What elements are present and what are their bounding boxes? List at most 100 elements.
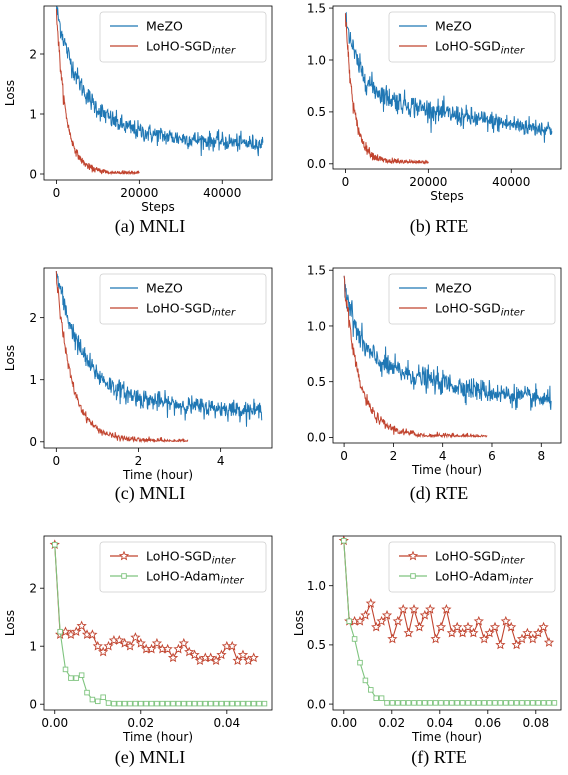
data-point-square (116, 700, 123, 707)
y-tick-label: 1 (29, 107, 37, 121)
panel-caption: (e) MNLI (115, 747, 185, 768)
data-point-square (389, 700, 396, 706)
plot-frame (332, 5, 562, 170)
legend-marker-star (407, 550, 419, 561)
y-tick-label: 0.0 (307, 697, 326, 711)
legend-label-subscript: inter (212, 46, 236, 57)
data-point-star (237, 649, 249, 660)
data-point-star (430, 633, 441, 644)
data-point-square (143, 700, 149, 707)
x-axis-label: Time (hour) (411, 463, 482, 477)
data-point-square (362, 677, 369, 684)
data-point-square (481, 700, 487, 706)
legend-label-mezo: MeZO (146, 281, 183, 296)
panel-caption: (f) RTE (411, 747, 466, 768)
data-point-star (511, 639, 522, 650)
legend-label-main: MeZO (435, 19, 472, 34)
data-point-square (497, 700, 504, 706)
data-point-star (87, 629, 98, 639)
x-tick-label: 2 (390, 449, 398, 463)
data-point-star (354, 615, 366, 626)
x-axis-label: Time (hour) (122, 730, 193, 744)
data-point-star (403, 627, 414, 638)
data-point-square (530, 700, 536, 706)
data-point-star (376, 615, 387, 626)
data-point-star (387, 633, 398, 644)
data-point-square (234, 700, 241, 707)
data-point-star (468, 627, 479, 638)
x-tick-label: 0 (53, 186, 61, 200)
series-line-loho_sgd (343, 275, 488, 439)
data-point-star (452, 621, 463, 632)
data-point-square (164, 700, 171, 707)
legend-label-mezo: MeZO (435, 281, 472, 296)
data-point-star (516, 633, 528, 644)
data-point-square (250, 700, 257, 707)
y-tick-label: 0 (29, 698, 37, 712)
y-tick-label: 1.0 (307, 579, 326, 593)
data-point-square (378, 695, 385, 701)
data-point-star (489, 621, 501, 632)
data-point-square (229, 700, 235, 707)
legend-box (388, 273, 556, 325)
data-point-star (151, 637, 163, 648)
data-point-star (543, 637, 555, 647)
y-tick-label: 1.5 (307, 264, 326, 278)
x-axis-label: Steps (141, 200, 175, 214)
y-tick-label: 1 (29, 373, 37, 387)
data-point-square (181, 700, 187, 707)
data-point-star (178, 637, 189, 648)
data-point-square (127, 700, 133, 707)
x-tick-label: 8 (537, 449, 545, 463)
data-point-square (438, 700, 444, 706)
data-point-square (170, 700, 176, 707)
panel-caption: (d) RTE (410, 483, 468, 504)
legend-marker-star (118, 550, 130, 561)
x-tick-label: 0 (340, 449, 348, 463)
data-point-star (173, 643, 184, 654)
data-point-star (248, 652, 259, 663)
x-axis-label: Time (hour) (411, 730, 482, 744)
legend-label-loho_sgd: LoHO-SGDinter (435, 39, 525, 57)
legend-label-main: LoHO-Adam (435, 569, 509, 584)
data-point-square (256, 700, 262, 707)
data-point-square (546, 700, 552, 706)
data-point-star (500, 615, 511, 626)
x-tick-label: 0.04 (213, 716, 240, 730)
data-point-square (524, 700, 531, 706)
data-point-star (522, 627, 533, 638)
series-line-loho_sgd (55, 8, 140, 176)
data-point-square (175, 700, 182, 707)
data-point-square (154, 700, 160, 707)
data-point-square (62, 666, 69, 673)
legend-marker-square (410, 573, 416, 579)
data-point-square (191, 700, 198, 707)
legend-label-loho_adam: LoHO-Adaminter (146, 569, 245, 587)
legend-box (388, 11, 556, 63)
data-point-star (162, 643, 173, 654)
legend-label-main: LoHO-SGD (146, 301, 212, 316)
data-point-square (89, 696, 96, 703)
data-point-square (535, 700, 541, 706)
data-point-star (98, 646, 109, 657)
chart-panel-a: 0 20000 40000 0 1 2 Steps Loss MeZO LoHO-SGDinter… (3, 5, 273, 237)
x-tick-label: 40000 (492, 175, 530, 189)
y-tick-label: 1.0 (307, 53, 326, 67)
data-point-star (419, 609, 430, 620)
data-point-square (84, 689, 90, 696)
data-point-square (508, 700, 514, 706)
data-point-star (392, 615, 403, 626)
x-tick-label: 2 (135, 454, 143, 468)
legend-label-mezo: MeZO (146, 19, 183, 34)
legend-label-loho_sgd: LoHO-SGDinter (146, 301, 236, 319)
legend-label-main: LoHO-Adam (146, 569, 220, 584)
legend-box (99, 541, 267, 593)
y-tick-label: 1 (29, 640, 37, 654)
series-line-mezo (55, 6, 264, 157)
data-point-square (78, 672, 85, 678)
data-point-star (71, 626, 82, 637)
data-point-star (146, 643, 157, 654)
x-tick-label: 6 (488, 449, 496, 463)
data-point-square (186, 700, 192, 707)
